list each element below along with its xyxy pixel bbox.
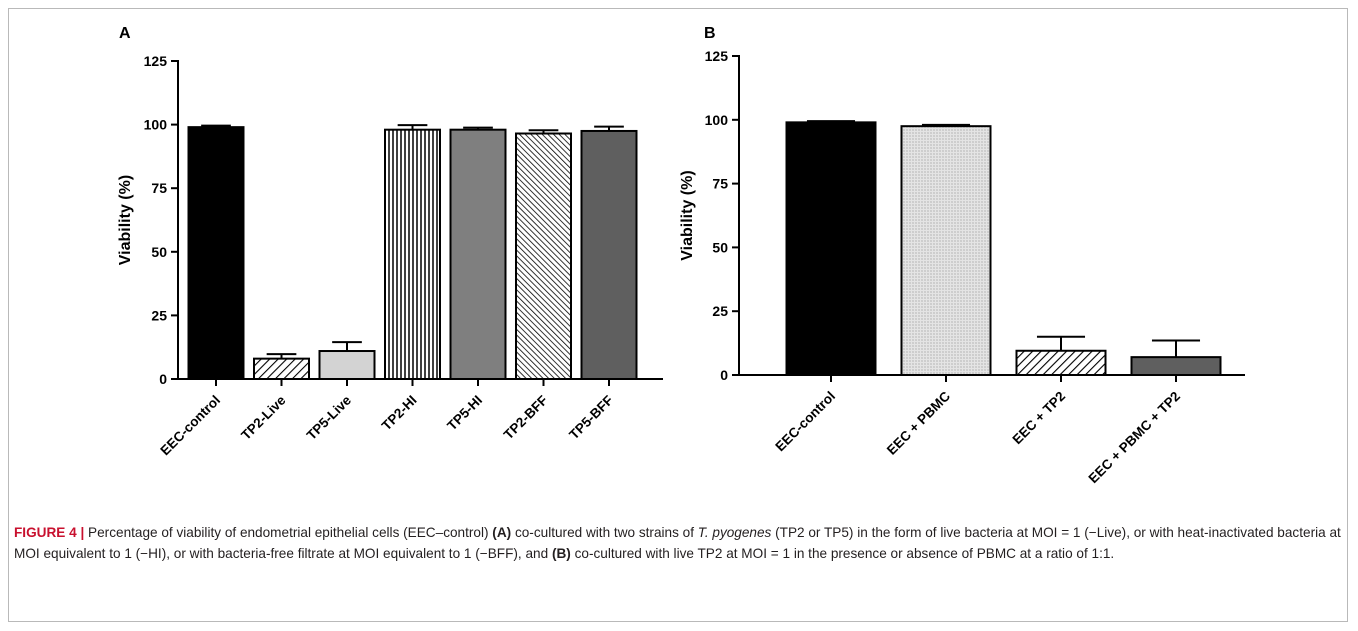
y-tick-label: 50 (712, 239, 728, 255)
bar-tp5-hi (449, 128, 507, 380)
caption-panel-b: (B) (551, 545, 571, 561)
category-label: TP2-BFF (501, 393, 551, 443)
bar-eec-control (785, 121, 877, 376)
category-label: EEC + PBMC (884, 388, 953, 457)
caption-species: T. pyogenes (697, 525, 772, 540)
panel-b-chart: B Viability (%) 0 25 50 75 100 125 EEC-control EE… (679, 25, 1245, 486)
y-tick-label: 100 (705, 112, 729, 128)
category-label: EEC + PBMC + TP2 (1086, 389, 1184, 487)
y-tick-label: 25 (712, 303, 728, 319)
category-label: EEC + TP2 (1009, 389, 1068, 448)
category-label: EEC-control (157, 393, 223, 459)
panel-letter: A (119, 25, 131, 42)
y-axis-label: Viability (%) (117, 175, 134, 265)
y-tick-label: 125 (705, 48, 729, 64)
bar-eec-pbmc (900, 125, 992, 377)
caption-panel-a: (A) (492, 525, 512, 540)
figure-caption: FIGURE 4 | Percentage of viability of en… (14, 523, 1346, 564)
bar-eec-pbmc-tp2 (1130, 356, 1222, 376)
y-tick-label: 75 (151, 180, 167, 196)
bar-tp2-live (253, 357, 310, 381)
category-label: TP2-Live (238, 392, 289, 443)
figure-charts: A Viability (%) 0 25 50 75 100 125 EEC-control TP… (117, 25, 1245, 486)
y-tick-label: 50 (151, 244, 167, 260)
category-label: TP2-HI (379, 393, 420, 434)
y-tick-label: 125 (144, 53, 168, 69)
bar-tp2-hi (384, 128, 441, 380)
category-label: TP5-HI (444, 393, 485, 434)
y-tick-label: 25 (151, 307, 167, 323)
panel-letter: B (704, 25, 716, 42)
category-label: TP5-BFF (566, 393, 616, 443)
bar-tp5-bff (580, 129, 638, 380)
bar-tp2-bff (515, 132, 572, 380)
caption-text-3: (TP2 or TP5) in the form of live bacteri… (14, 525, 1341, 561)
caption-text-4: co-cultured with live TP2 at MOI = 1 in … (570, 545, 1115, 561)
panel-a-chart: A Viability (%) 0 25 50 75 100 125 EEC-control TP… (117, 25, 663, 458)
y-axis-label: Viability (%) (679, 170, 696, 260)
y-tick-label: 0 (720, 367, 728, 383)
y-tick-label: 100 (144, 117, 168, 133)
caption-text-1: Percentage of viability of endometrial e… (84, 525, 493, 540)
y-tick-label: 75 (712, 176, 728, 192)
bar-tp5-live (318, 350, 376, 380)
bar-eec-tp2 (1015, 349, 1107, 377)
y-tick-label: 0 (159, 371, 167, 387)
category-label: EEC-control (772, 389, 838, 455)
caption-label: FIGURE 4 | (14, 525, 85, 540)
bar-eec-control (187, 126, 245, 380)
category-label: TP5-Live (304, 392, 355, 443)
caption-text-2: co-cultured with two strains of (511, 525, 698, 540)
